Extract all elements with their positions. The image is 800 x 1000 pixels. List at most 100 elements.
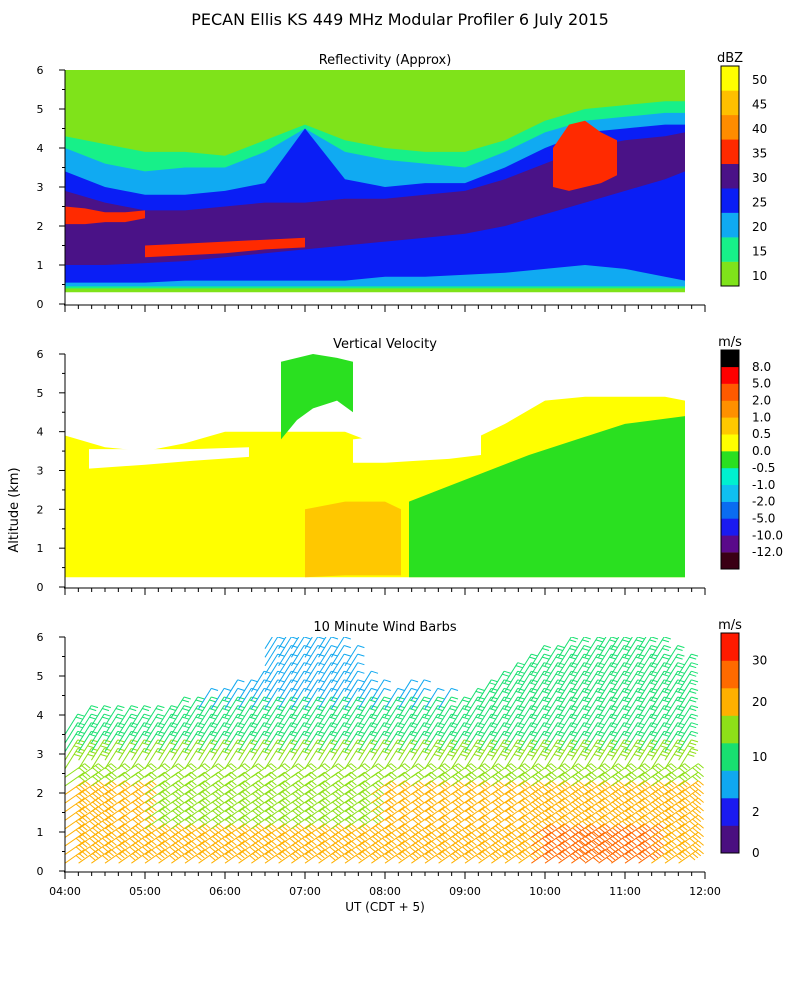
- wind-barb: [504, 748, 519, 770]
- wind-barb-flag: [555, 733, 563, 737]
- wind-barb: [424, 840, 445, 856]
- wind-barb-flag: [623, 687, 631, 691]
- wind-barb-flag: [377, 806, 384, 812]
- wind-barb-flag: [95, 773, 102, 780]
- wind-barb-flag: [315, 708, 323, 712]
- wind-barb-flag: [422, 733, 430, 737]
- wind-barb-flag: [572, 810, 579, 816]
- wind-barb-flag: [532, 784, 539, 790]
- wind-barb-flag: [435, 725, 443, 729]
- wind-barb: [304, 831, 325, 847]
- wind-barb-flag: [415, 851, 422, 857]
- wind-barb-flag: [491, 748, 499, 751]
- wind-barb: [504, 763, 525, 778]
- wind-barb-flag: [329, 829, 336, 835]
- wind-barb-flag: [75, 855, 82, 861]
- wind-barb-flag: [675, 750, 683, 754]
- wind-barb: [78, 713, 92, 735]
- wind-barb-flag: [355, 699, 363, 703]
- wind-barb: [304, 688, 319, 710]
- wind-barb-flag: [637, 645, 645, 649]
- wind-barb: [264, 670, 279, 692]
- wind-barb-flag: [412, 818, 419, 824]
- wind-barb: [130, 722, 145, 744]
- wind-barb-flag: [475, 716, 483, 720]
- wind-barb: [450, 705, 465, 727]
- wind-barb: [318, 662, 332, 684]
- wind-barb-flag: [201, 765, 208, 771]
- wind-barb-flag: [579, 839, 586, 846]
- wind-barb-flag: [657, 771, 664, 778]
- wind-barb-flag: [673, 753, 681, 757]
- wind-barb-flag: [651, 748, 659, 751]
- wind-barb-flag: [571, 739, 579, 743]
- wind-barb-flag: [595, 725, 603, 729]
- wind-barb-flag: [475, 750, 483, 754]
- wind-barb: [118, 748, 132, 770]
- wind-barb-flag: [132, 844, 139, 850]
- wind-barb: [384, 780, 405, 796]
- wind-barb-flag: [663, 696, 671, 700]
- wind-barb-flag: [75, 812, 82, 818]
- wind-barb-flag: [657, 849, 664, 855]
- wind-barb-flag: [303, 637, 311, 640]
- wind-barb: [678, 788, 699, 804]
- wind-barb-flag: [357, 662, 365, 666]
- wind-barb: [424, 831, 445, 847]
- wind-barb-flag: [451, 705, 459, 709]
- wind-barb-flag: [497, 780, 504, 786]
- colorbar-label: -10.0: [752, 528, 783, 542]
- wind-barb: [144, 840, 165, 856]
- wind-barb: [198, 763, 219, 778]
- wind-barb: [411, 823, 432, 838]
- wind-barb-flag: [235, 742, 243, 746]
- colorbar-unit: dBZ: [717, 51, 743, 66]
- wind-barb-flag: [371, 722, 379, 726]
- wind-barb-flag: [455, 782, 462, 788]
- figure-title: PECAN Ellis KS 449 MHz Modular Profiler …: [191, 10, 609, 29]
- wind-barb-flag: [291, 670, 299, 674]
- wind-barb-flag: [97, 771, 104, 778]
- wind-barb-flag: [171, 713, 179, 717]
- wind-barb-flag: [433, 745, 441, 749]
- wind-barb: [91, 797, 112, 813]
- wind-barb-flag: [223, 705, 231, 709]
- wind-barb: [344, 797, 365, 813]
- wind-barb-flag: [491, 679, 499, 683]
- wind-barb-flag: [110, 763, 117, 769]
- wind-barb-flag: [582, 690, 590, 694]
- wind-barb-flag: [540, 745, 548, 749]
- wind-barb: [344, 731, 359, 752]
- wind-barb: [170, 705, 185, 727]
- wind-barb-flag: [382, 829, 389, 835]
- wind-barb-flag: [651, 653, 659, 657]
- wind-barb-flag: [595, 855, 602, 861]
- wind-barb: [570, 662, 585, 684]
- wind-barb: [90, 731, 105, 752]
- wind-barb-flag: [372, 818, 379, 824]
- wind-barb: [398, 731, 412, 752]
- wind-barb: [438, 696, 452, 718]
- wind-barb-flag: [155, 742, 163, 746]
- wind-barb-flag: [582, 673, 590, 677]
- wind-barb: [224, 748, 239, 770]
- wind-barb-flag: [457, 840, 464, 846]
- wind-barb: [330, 662, 345, 684]
- wind-barb: [624, 848, 645, 864]
- wind-barb-flag: [262, 750, 270, 754]
- wind-barb: [264, 823, 285, 838]
- wind-barb-flag: [257, 814, 264, 820]
- wind-barb-flag: [289, 855, 296, 861]
- wind-barb-flag: [337, 849, 344, 855]
- wind-barb-flag: [335, 851, 342, 857]
- wind-barb-flag: [651, 662, 659, 666]
- wind-barb-flag: [652, 853, 659, 859]
- wind-barb: [250, 679, 265, 701]
- wind-barb: [624, 722, 639, 744]
- wind-barb-flag: [590, 763, 597, 769]
- wind-barb-flag: [372, 853, 379, 859]
- wind-barb-flag: [622, 750, 630, 754]
- wind-barb-flag: [337, 806, 344, 812]
- wind-barb-flag: [324, 763, 331, 769]
- wind-barb-flag: [182, 725, 190, 729]
